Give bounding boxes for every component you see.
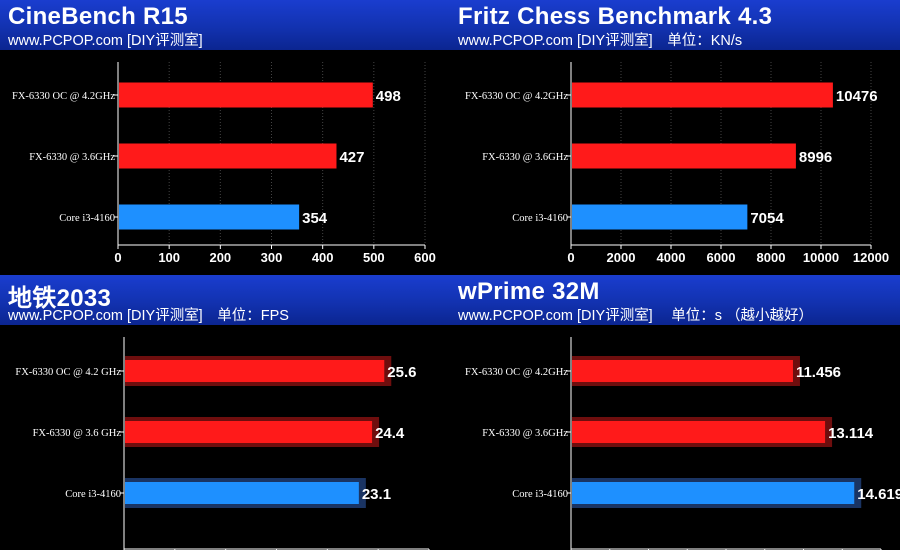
category-label: FX-6330 @ 3.6 GHz — [33, 428, 122, 439]
chart-plot-cinebench: 0 100 200 300 400 500 600 FX-6330 OC @ 4.2GHz 49… — [12, 62, 436, 265]
data-label: 23.1 — [362, 486, 391, 503]
x-tick-label: 10000 — [803, 250, 839, 265]
chart-plot-metro2033: 051015202530FX-6330 OC @ 4.2 GHz25.6FX-6… — [15, 337, 430, 550]
bar — [572, 143, 796, 169]
chart-subtitle: www.PCPOP.com [DIY评测室] 单位：FPS — [8, 308, 289, 324]
category-label: FX-6330 @ 3.6GHz — [29, 152, 115, 163]
x-tick-label: 0 — [114, 250, 121, 265]
data-label: 354 — [302, 210, 328, 227]
chart-panel-wprime: wPrime 32M www.PCPOP.com [DIY评测室] 单位：s （… — [450, 275, 900, 550]
bar — [119, 82, 373, 108]
chart-header: Fritz Chess Benchmark 4.3 www.PCPOP.com … — [450, 0, 900, 50]
bar — [119, 143, 337, 169]
chart-header: CineBench R15 www.PCPOP.com [DIY评测室] — [0, 0, 450, 50]
x-tick-label: 0 — [567, 250, 574, 265]
bar — [119, 204, 300, 230]
chart-subtitle: www.PCPOP.com [DIY评测室] 单位：s （越小越好） — [458, 308, 814, 324]
bar — [572, 482, 855, 504]
x-tick-label: 400 — [312, 250, 334, 265]
chart-header: 地铁2033 www.PCPOP.com [DIY评测室] 单位：FPS — [0, 275, 450, 325]
data-label: 7054 — [750, 210, 784, 227]
x-tick-label: 8000 — [757, 250, 786, 265]
category-label: FX-6330 @ 3.6GHz — [482, 152, 568, 163]
bar — [572, 421, 826, 443]
x-tick-label: 500 — [363, 250, 385, 265]
x-tick-label: 4000 — [657, 250, 686, 265]
category-label: FX-6330 @ 3.6GHz — [482, 428, 568, 439]
chart-header: wPrime 32M www.PCPOP.com [DIY评测室] 单位：s （… — [450, 275, 900, 325]
data-label: 498 — [376, 88, 401, 105]
category-label: Core i3-4160 — [512, 213, 568, 224]
x-tick-label: 6000 — [707, 250, 736, 265]
data-label: 427 — [339, 149, 364, 166]
bar — [125, 421, 373, 443]
category-label: FX-6330 OC @ 4.2 GHz — [15, 367, 121, 378]
x-tick-label: 100 — [158, 250, 180, 265]
chart-title: CineBench R15 — [8, 3, 188, 30]
chart-panel-cinebench: CineBench R15 www.PCPOP.com [DIY评测室] 0 10… — [0, 0, 450, 275]
category-label: FX-6330 OC @ 4.2GHz — [465, 91, 568, 102]
x-tick-label: 200 — [209, 250, 231, 265]
category-label: FX-6330 OC @ 4.2GHz — [12, 91, 115, 102]
chart-title: 地铁2033 — [8, 285, 112, 312]
bar — [572, 204, 748, 230]
bar — [572, 360, 793, 382]
category-label: Core i3-4160 — [59, 213, 115, 224]
data-label: 14.619 — [857, 486, 900, 503]
category-label: FX-6330 OC @ 4.2GHz — [465, 367, 568, 378]
category-label: Core i3-4160 — [512, 489, 568, 500]
chart-subtitle: www.PCPOP.com [DIY评测室] — [8, 33, 203, 49]
chart-title: wPrime 32M — [458, 278, 600, 305]
chart-panel-fritz: Fritz Chess Benchmark 4.3 www.PCPOP.com … — [450, 0, 900, 275]
data-label: 11.456 — [796, 364, 841, 381]
chart-subtitle: www.PCPOP.com [DIY评测室] 单位：KN/s — [458, 33, 743, 49]
data-label: 25.6 — [387, 364, 416, 381]
category-label: Core i3-4160 — [65, 489, 121, 500]
data-label: 24.4 — [375, 425, 405, 442]
data-label: 13.114 — [828, 425, 874, 442]
data-label: 10476 — [836, 88, 878, 105]
chart-title: Fritz Chess Benchmark 4.3 — [458, 3, 773, 30]
bar — [572, 82, 833, 108]
chart-plot-fritz: 0 2000 4000 6000 8000 10000 12000 FX-6330 OC @ … — [465, 62, 889, 265]
bar — [125, 360, 385, 382]
bar — [125, 482, 359, 504]
chart-plot-wprime: 0246810121416FX-6330 OC @ 4.2GHz11.456FX… — [465, 337, 900, 550]
chart-panel-metro2033: 地铁2033 www.PCPOP.com [DIY评测室] 单位：FPS 051… — [0, 275, 450, 550]
data-label: 8996 — [799, 149, 832, 166]
x-tick-label: 12000 — [853, 250, 889, 265]
x-tick-label: 600 — [414, 250, 436, 265]
x-tick-label: 2000 — [607, 250, 636, 265]
x-tick-label: 300 — [261, 250, 283, 265]
